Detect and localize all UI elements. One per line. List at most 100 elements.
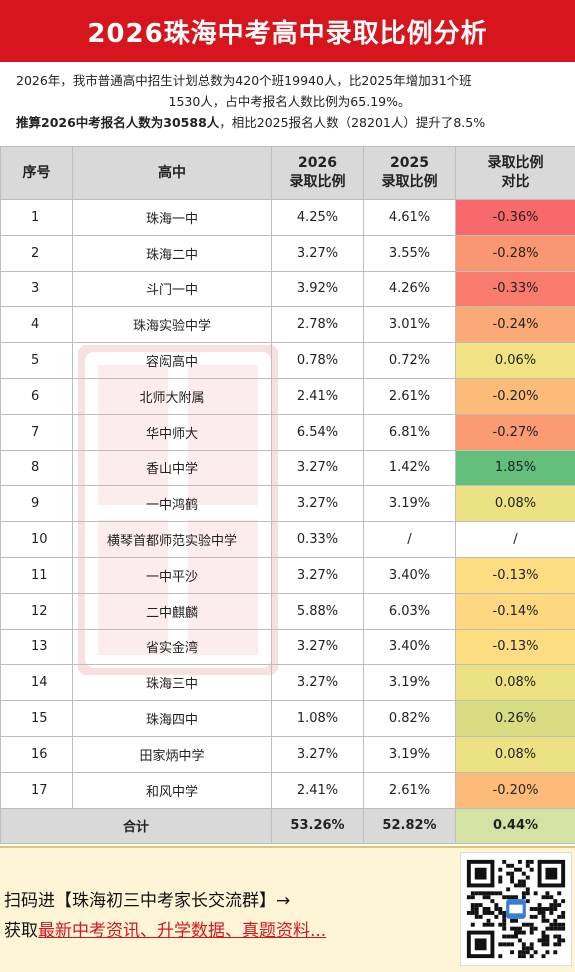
cell-school: 珠海实验中学 [72,306,272,344]
cell-seq: 9 [0,485,73,523]
intro-line-1: 2026年，我市普通高中招生计划总数为420个班19940人，比2025年增加3… [16,73,472,88]
cell-diff: -0.28% [455,234,575,272]
cell-school: 容闳高中 [72,342,272,379]
cell-2025: 3.40% [363,556,456,594]
cell-2025: / [363,521,456,558]
table-row: 17 和风中学 2.41% 2.61% -0.20% [0,771,575,809]
table-row: 16 田家炳中学 3.27% 3.19% 0.08% [0,735,575,773]
cell-school: 香山中学 [72,449,272,487]
cell-school: 一中鸿鹤 [72,485,272,523]
cell-seq: 15 [0,700,73,737]
table-row: 1 珠海一中 4.25% 4.61% -0.36% [0,199,575,236]
cell-diff: -0.20% [455,377,575,415]
cell-2025: 3.01% [363,306,456,344]
cell-diff: -0.24% [455,306,575,344]
cell-2025: 2.61% [363,771,456,809]
table-row: 13 省实金湾 3.27% 3.40% -0.13% [0,628,575,666]
qr-code-icon[interactable] [460,852,572,966]
cell-2026: 2.41% [271,377,364,415]
cell-2026: 3.27% [271,556,364,594]
cell-2026: 1.08% [271,700,364,737]
cell-2026: 6.54% [271,413,364,451]
cell-2025: 3.40% [363,628,456,666]
cell-2026: 0.33% [271,521,364,558]
cell-school: 省实金湾 [72,628,272,666]
cell-seq: 14 [0,664,73,702]
intro-rest: ，相比2025报名人数（28201人）提升了8.5% [219,115,486,130]
cell-2025: 1.42% [363,449,456,487]
cell-seq: 8 [0,449,73,487]
cell-school: 田家炳中学 [72,735,272,773]
cell-2025: 6.81% [363,413,456,451]
intro-line-2: 1530人，占中考报名人数比例为65.19%。 [168,94,411,109]
cell-diff: -0.33% [455,270,575,308]
cell-2025: 3.19% [363,664,456,702]
table-row: 9 一中鸿鹤 3.27% 3.19% 0.08% [0,485,575,523]
cell-2026: 3.27% [271,234,364,272]
cell-2026: 3.27% [271,664,364,702]
header-diff: 录取比例 对比 [455,146,575,200]
cell-2025: 2.61% [363,377,456,415]
cell-diff: 0.06% [455,342,575,379]
table-row: 3 斗门一中 3.92% 4.26% -0.33% [0,270,575,308]
cell-diff: 0.08% [455,664,575,702]
cell-2026: 2.78% [271,306,364,344]
table-row: 12 二中麒麟 5.88% 6.03% -0.14% [0,592,575,630]
table-row: 10 横琴首都师范实验中学 0.33% / / [0,521,575,558]
cell-diff: -0.13% [455,628,575,666]
cell-2026: 4.25% [271,199,364,236]
admission-table: 序号 高中 2026 录取比例 2025 录取比例 录取比例 对比 1 珠海一中 4.25… [0,146,575,845]
cell-seq: 4 [0,306,73,344]
cell-school: 珠海二中 [72,234,272,272]
cell-2025: 3.19% [363,735,456,773]
cell-school: 斗门一中 [72,270,272,308]
cell-seq: 13 [0,628,73,666]
table-row: 14 珠海三中 3.27% 3.19% 0.08% [0,664,575,702]
table-row: 11 一中平沙 3.27% 3.40% -0.13% [0,556,575,594]
cell-school: 珠海一中 [72,199,272,236]
table-header-row: 序号 高中 2026 录取比例 2025 录取比例 录取比例 对比 [0,146,575,200]
table-row: 4 珠海实验中学 2.78% 3.01% -0.24% [0,306,575,344]
cell-diff: 1.85% [455,449,575,487]
cell-2026: 3.27% [271,449,364,487]
cell-2025: 3.55% [363,234,456,272]
cell-seq: 10 [0,521,73,558]
table-total-row: 合计 53.26% 52.82% 0.44% [0,807,575,845]
cell-2025: 0.82% [363,700,456,737]
intro-bold: 推算2026中考报名人数为30588人 [16,115,220,130]
table-row: 15 珠海四中 1.08% 0.82% 0.26% [0,700,575,737]
cell-2026: 2.41% [271,771,364,809]
cell-diff: 0.08% [455,485,575,523]
cell-seq: 3 [0,270,73,308]
intro-line-3: 推算2026中考报名人数为30588人，相比2025报名人数（28201人）提升… [14,112,565,133]
cell-school: 华中师大 [72,413,272,451]
cell-seq: 5 [0,342,73,379]
cell-2025: 4.61% [363,199,456,236]
cell-2025: 0.72% [363,342,456,379]
cell-school: 二中麒麟 [72,592,272,630]
table-row: 6 北师大附属 2.41% 2.61% -0.20% [0,377,575,415]
cell-school: 珠海三中 [72,664,272,702]
cell-diff: -0.27% [455,413,575,451]
cell-diff: -0.14% [455,592,575,630]
cell-diff: -0.20% [455,771,575,809]
cell-seq: 11 [0,556,73,594]
table-row: 5 容闳高中 0.78% 0.72% 0.06% [0,342,575,379]
header-2025: 2025 录取比例 [363,146,456,200]
footer-link[interactable]: 最新中考资讯、升学数据、真题资料... [38,921,327,941]
intro-text: 2026年，我市普通高中招生计划总数为420个班19940人，比2025年增加3… [0,62,575,146]
cell-2026: 0.78% [271,342,364,379]
table-row: 7 华中师大 6.54% 6.81% -0.27% [0,413,575,451]
cell-school: 横琴首都师范实验中学 [72,521,272,558]
cell-diff: -0.36% [455,199,575,236]
footer-get-text: 获取最新中考资讯、升学数据、真题资料... [4,921,327,941]
total-2026: 53.26% [271,807,364,845]
header-seq: 序号 [0,146,73,200]
cell-seq: 2 [0,234,73,272]
cell-school: 珠海四中 [72,700,272,737]
cell-seq: 7 [0,413,73,451]
total-2025: 52.82% [363,807,456,845]
cell-2026: 5.88% [271,592,364,630]
cell-seq: 1 [0,199,73,236]
cell-seq: 12 [0,592,73,630]
